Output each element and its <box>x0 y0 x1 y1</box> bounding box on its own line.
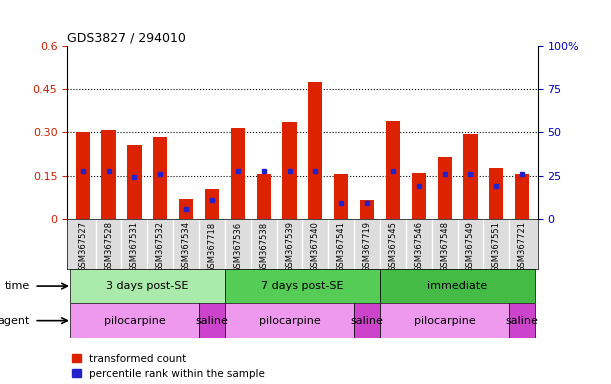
Text: GSM367548: GSM367548 <box>440 221 449 272</box>
Text: GSM367721: GSM367721 <box>518 221 527 272</box>
Text: saline: saline <box>351 316 384 326</box>
Text: GSM367527: GSM367527 <box>78 221 87 272</box>
Bar <box>205 189 219 219</box>
Text: GSM367538: GSM367538 <box>259 221 268 273</box>
Bar <box>153 137 167 219</box>
Text: GSM367528: GSM367528 <box>104 221 113 272</box>
Bar <box>509 303 535 338</box>
Text: saline: saline <box>506 316 539 326</box>
Text: agent: agent <box>0 316 29 326</box>
Bar <box>515 174 529 219</box>
Text: pilocarpine: pilocarpine <box>103 316 166 326</box>
Legend: transformed count, percentile rank within the sample: transformed count, percentile rank withi… <box>73 354 265 379</box>
Text: time: time <box>4 281 29 291</box>
Text: GSM367540: GSM367540 <box>311 221 320 272</box>
Bar <box>437 157 452 219</box>
Bar <box>231 128 245 219</box>
Bar <box>179 199 193 219</box>
Bar <box>127 146 142 219</box>
Bar <box>386 121 400 219</box>
Bar <box>489 169 503 219</box>
Bar <box>199 303 225 338</box>
Bar <box>380 269 535 303</box>
Text: 3 days post-SE: 3 days post-SE <box>106 281 189 291</box>
Text: saline: saline <box>196 316 229 326</box>
Text: immediate: immediate <box>428 281 488 291</box>
Bar <box>76 132 90 219</box>
Bar <box>412 173 426 219</box>
Text: GSM367541: GSM367541 <box>337 221 346 272</box>
Text: pilocarpine: pilocarpine <box>258 316 320 326</box>
Bar <box>309 82 323 219</box>
Bar <box>334 174 348 219</box>
Text: GSM367551: GSM367551 <box>492 221 501 272</box>
Text: GSM367719: GSM367719 <box>362 221 371 272</box>
Text: GSM367532: GSM367532 <box>156 221 165 272</box>
Bar <box>70 269 225 303</box>
Bar <box>70 303 199 338</box>
Bar <box>225 269 380 303</box>
Text: 7 days post-SE: 7 days post-SE <box>261 281 344 291</box>
Text: GSM367546: GSM367546 <box>414 221 423 272</box>
Bar <box>360 200 374 219</box>
Bar <box>463 134 478 219</box>
Text: GSM367718: GSM367718 <box>208 221 216 273</box>
Bar <box>354 303 380 338</box>
Text: GSM367539: GSM367539 <box>285 221 294 272</box>
Bar <box>257 174 271 219</box>
Bar <box>380 303 509 338</box>
Text: GSM367531: GSM367531 <box>130 221 139 272</box>
Text: GDS3827 / 294010: GDS3827 / 294010 <box>67 32 186 45</box>
Text: GSM367545: GSM367545 <box>389 221 397 272</box>
Text: GSM367536: GSM367536 <box>233 221 243 273</box>
Text: GSM367534: GSM367534 <box>181 221 191 272</box>
Bar <box>282 122 296 219</box>
Bar <box>101 129 115 219</box>
Bar <box>225 303 354 338</box>
Text: GSM367549: GSM367549 <box>466 221 475 272</box>
Text: pilocarpine: pilocarpine <box>414 316 475 326</box>
